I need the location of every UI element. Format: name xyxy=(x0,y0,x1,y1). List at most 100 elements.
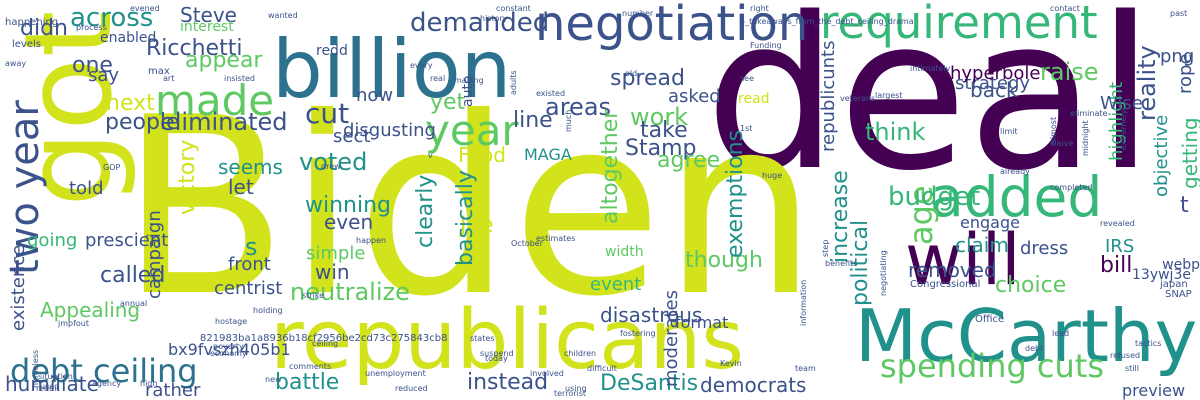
cloud-word: October xyxy=(511,239,544,248)
cloud-word: humiliate xyxy=(5,372,99,396)
cloud-word: take xyxy=(640,118,688,143)
cloud-word: eliminate xyxy=(1070,109,1108,118)
cloud-word: hyperbole xyxy=(950,63,1041,84)
cloud-word: comments xyxy=(289,362,332,371)
cloud-word: cut xyxy=(305,97,350,130)
cloud-word: png xyxy=(1160,46,1195,67)
cloud-word: MAGA xyxy=(524,145,572,164)
cloud-word: people xyxy=(105,110,180,135)
cloud-word: strategy xyxy=(955,73,1031,94)
cloud-word: 1st xyxy=(740,124,753,133)
cloud-word: tactics xyxy=(1135,339,1162,348)
cloud-word: across xyxy=(70,3,154,33)
cloud-word: Steve xyxy=(180,3,237,27)
cloud-word: terrorist xyxy=(554,389,587,398)
cloud-word: intimately xyxy=(910,64,951,73)
cloud-word: even xyxy=(324,210,374,234)
cloud-word: economy xyxy=(210,349,247,358)
cloud-word: republicunts xyxy=(818,40,839,153)
cloud-word: fostering xyxy=(620,329,656,338)
cloud-word: redd xyxy=(316,43,348,59)
cloud-word: veterans xyxy=(840,94,876,103)
cloud-word: high xyxy=(140,379,158,388)
cloud-word: t xyxy=(1180,193,1189,218)
cloud-word: instead xyxy=(467,370,549,395)
cloud-word: demanded xyxy=(410,8,550,38)
cloud-word: bill xyxy=(1100,253,1133,278)
cloud-word: Joe xyxy=(460,213,494,238)
cloud-word: prescient xyxy=(85,230,169,251)
cloud-word: Kevin xyxy=(720,359,742,368)
cloud-word: IRS xyxy=(1105,236,1135,257)
cloud-word: agree xyxy=(657,148,721,173)
cloud-word: year xyxy=(425,106,519,155)
cloud-word: largest xyxy=(875,91,903,100)
cloud-word: will xyxy=(905,219,1021,301)
cloud-word: huge xyxy=(762,171,783,180)
cloud-word: let xyxy=(228,175,254,199)
cloud-word: raise xyxy=(1040,58,1099,86)
cloud-word: estimates xyxy=(536,234,576,243)
cloud-word: claim xyxy=(955,233,1009,257)
cloud-word: engage xyxy=(960,213,1020,232)
cloud-word: real xyxy=(430,74,446,83)
cloud-word: exemptions xyxy=(723,129,748,258)
cloud-word: enabled xyxy=(100,30,157,46)
cloud-word: disastrous xyxy=(600,303,703,327)
cloud-word: limit xyxy=(1000,127,1018,136)
cloud-word: format xyxy=(675,313,729,332)
cloud-word: spending cuts xyxy=(880,347,1105,385)
cloud-word: midnight xyxy=(1081,120,1090,156)
cloud-word: difficult xyxy=(587,364,617,373)
cloud-word: appear xyxy=(185,48,263,73)
cloud-word: read xyxy=(738,91,770,107)
cloud-word: Congressional xyxy=(910,279,981,290)
cloud-word: say xyxy=(88,65,120,86)
cloud-word: simple xyxy=(306,243,366,264)
cloud-word: waive xyxy=(1050,139,1074,148)
cloud-word: areas xyxy=(545,93,612,121)
cloud-word: added xyxy=(930,165,1103,229)
cloud-word: back xyxy=(970,78,1018,102)
cloud-word: DeSantis xyxy=(600,371,699,396)
cloud-word: wanted xyxy=(268,11,298,20)
cloud-word: evened xyxy=(130,4,160,13)
cloud-word: event xyxy=(590,274,642,295)
cloud-word: process xyxy=(76,23,107,32)
cloud-word: completed xyxy=(1050,183,1093,192)
cloud-word: contact xyxy=(1050,4,1080,13)
cloud-word: 13ywj3e xyxy=(1132,267,1191,283)
cloud-word: extremely xyxy=(1119,109,1128,150)
cloud-word: rather xyxy=(145,380,201,400)
cloud-word: suspend xyxy=(480,349,514,358)
cloud-word: strike xyxy=(302,291,325,300)
cloud-word: next xyxy=(106,91,155,116)
cloud-word: hostage xyxy=(215,317,248,326)
cloud-word: using xyxy=(565,384,587,393)
cloud-word: negotiating xyxy=(879,250,888,296)
cloud-word: reduced xyxy=(395,384,428,393)
cloud-word: victory xyxy=(175,139,200,215)
cloud-word: 5_takeaways_from_the_debt_ceiling_drama xyxy=(740,17,914,26)
cloud-word: ceiling xyxy=(312,339,339,348)
cloud-word: Food xyxy=(458,143,506,167)
cloud-word: v xyxy=(428,151,433,160)
cloud-word: neutralize xyxy=(290,278,410,306)
cloud-word: asked xyxy=(668,86,721,107)
cloud-word: happening xyxy=(5,17,59,28)
cloud-word: drew xyxy=(321,162,341,171)
cloud-word: budget xyxy=(888,182,981,212)
cloud-word: width xyxy=(605,244,644,260)
cloud-word: Ricchetti xyxy=(146,36,243,61)
cloud-word: told xyxy=(69,178,104,199)
cloud-word: much xyxy=(564,109,573,132)
cloud-word: existence xyxy=(8,244,29,331)
cloud-word: Appealing xyxy=(40,298,141,322)
cloud-word: removed xyxy=(908,258,997,282)
cloud-word: today xyxy=(485,354,508,363)
cloud-word: already xyxy=(1000,167,1030,176)
cloud-word: though xyxy=(685,248,763,273)
cloud-word: centrist xyxy=(214,278,283,299)
cloud-word: negotiation xyxy=(535,0,809,52)
cloud-word: deal xyxy=(705,0,1155,217)
